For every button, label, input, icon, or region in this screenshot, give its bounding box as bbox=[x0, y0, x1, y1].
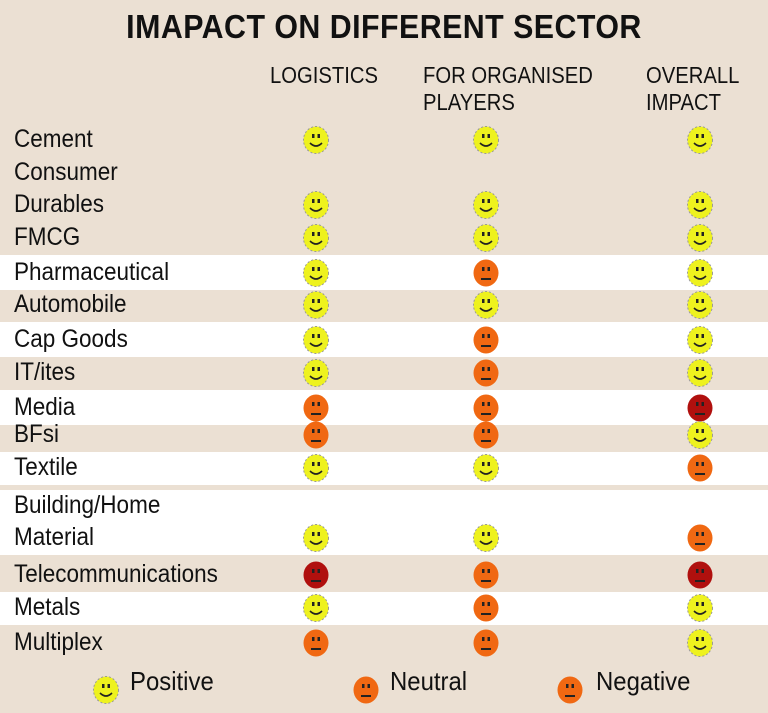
page-title: IMAPACT ON DIFFERENT SECTOR bbox=[126, 8, 642, 45]
positive-face-icon bbox=[472, 126, 500, 154]
header-line: OVERALL bbox=[646, 62, 740, 88]
positive-face-icon bbox=[302, 359, 330, 387]
positive-face-icon bbox=[302, 594, 330, 622]
neutral-face-icon bbox=[472, 259, 500, 287]
table-row: Media bbox=[0, 390, 768, 425]
table-row: IT/ites bbox=[0, 357, 768, 390]
positive-face-icon bbox=[302, 224, 330, 252]
legend-label: Negative bbox=[596, 666, 691, 696]
sector-label: BFsi bbox=[14, 420, 59, 448]
positive-face-icon bbox=[686, 126, 714, 154]
positive-face-icon bbox=[472, 524, 500, 552]
positive-face-icon bbox=[686, 191, 714, 219]
legend-label: Positive bbox=[130, 666, 214, 696]
sector-label: Telecommunications bbox=[14, 560, 218, 588]
sector-label: Media bbox=[14, 393, 76, 421]
positive-face-icon bbox=[686, 224, 714, 252]
neutral-face-icon bbox=[472, 359, 500, 387]
column-header-logistics: LOGISTICS bbox=[270, 62, 378, 89]
positive-face-icon bbox=[472, 454, 500, 482]
header-line: IMPACT bbox=[646, 89, 721, 115]
positive-face-icon bbox=[92, 676, 120, 704]
column-header-overall-impact: OVERALL IMPACT bbox=[646, 62, 739, 116]
neutral-face-icon bbox=[686, 524, 714, 552]
column-header-organised-players: FOR ORGANISED PLAYERS bbox=[423, 62, 593, 116]
positive-face-icon bbox=[686, 326, 714, 354]
positive-face-icon bbox=[302, 126, 330, 154]
table-row: Building/Home Material bbox=[0, 490, 768, 555]
neutral-face-icon bbox=[472, 561, 500, 589]
negative-face-icon bbox=[302, 561, 330, 589]
positive-face-icon bbox=[686, 421, 714, 449]
positive-face-icon bbox=[302, 291, 330, 319]
header-line: LOGISTICS bbox=[270, 62, 378, 88]
table-row: Metals bbox=[0, 592, 768, 625]
sector-label: FMCG bbox=[14, 223, 81, 251]
table-row: Pharmaceutical bbox=[0, 255, 768, 290]
table-row: Textile bbox=[0, 452, 768, 485]
positive-face-icon bbox=[472, 291, 500, 319]
table-row: FMCG bbox=[0, 222, 768, 255]
table-row: Telecommunications bbox=[0, 555, 768, 592]
table-row: Multiplex bbox=[0, 625, 768, 660]
neutral-face-icon bbox=[352, 676, 380, 704]
negative-face-icon bbox=[686, 561, 714, 589]
sector-label: Metals bbox=[14, 593, 81, 621]
neutral-face-icon bbox=[472, 594, 500, 622]
neutral-face-icon bbox=[302, 394, 330, 422]
header-line: FOR ORGANISED bbox=[423, 62, 593, 88]
table-row: Cap Goods bbox=[0, 322, 768, 357]
sector-label: Cap Goods bbox=[14, 325, 128, 353]
header-line: PLAYERS bbox=[423, 89, 515, 115]
sector-label: Pharmaceutical bbox=[14, 258, 170, 286]
negative-face-icon bbox=[686, 394, 714, 422]
sector-label: Multiplex bbox=[14, 628, 103, 656]
positive-face-icon bbox=[302, 191, 330, 219]
neutral-face-icon bbox=[472, 394, 500, 422]
sector-label: Textile bbox=[14, 453, 78, 481]
neutral-face-icon bbox=[472, 421, 500, 449]
neutral-face-icon bbox=[472, 629, 500, 657]
positive-face-icon bbox=[472, 224, 500, 252]
positive-face-icon bbox=[472, 191, 500, 219]
positive-face-icon bbox=[302, 454, 330, 482]
table-row: Cement bbox=[0, 125, 768, 157]
positive-face-icon bbox=[686, 629, 714, 657]
positive-face-icon bbox=[686, 291, 714, 319]
positive-face-icon bbox=[302, 259, 330, 287]
sector-label: Building/Home Material bbox=[14, 491, 161, 551]
neutral-face-icon bbox=[686, 454, 714, 482]
sector-label: Consumer Durables bbox=[14, 158, 118, 218]
table-row: BFsi bbox=[0, 420, 768, 452]
positive-face-icon bbox=[302, 326, 330, 354]
table-row: Consumer Durables bbox=[0, 157, 768, 222]
positive-face-icon bbox=[686, 259, 714, 287]
sector-label: IT/ites bbox=[14, 358, 76, 386]
neutral-face-icon bbox=[302, 629, 330, 657]
sector-label: Cement bbox=[14, 125, 93, 153]
sector-label: Automobile bbox=[14, 290, 127, 318]
table-row: Automobile bbox=[0, 290, 768, 322]
neutral-face-icon bbox=[472, 326, 500, 354]
positive-face-icon bbox=[686, 359, 714, 387]
negative-face-icon bbox=[556, 676, 584, 704]
positive-face-icon bbox=[686, 594, 714, 622]
legend-label: Neutral bbox=[390, 666, 468, 696]
neutral-face-icon bbox=[302, 421, 330, 449]
positive-face-icon bbox=[302, 524, 330, 552]
